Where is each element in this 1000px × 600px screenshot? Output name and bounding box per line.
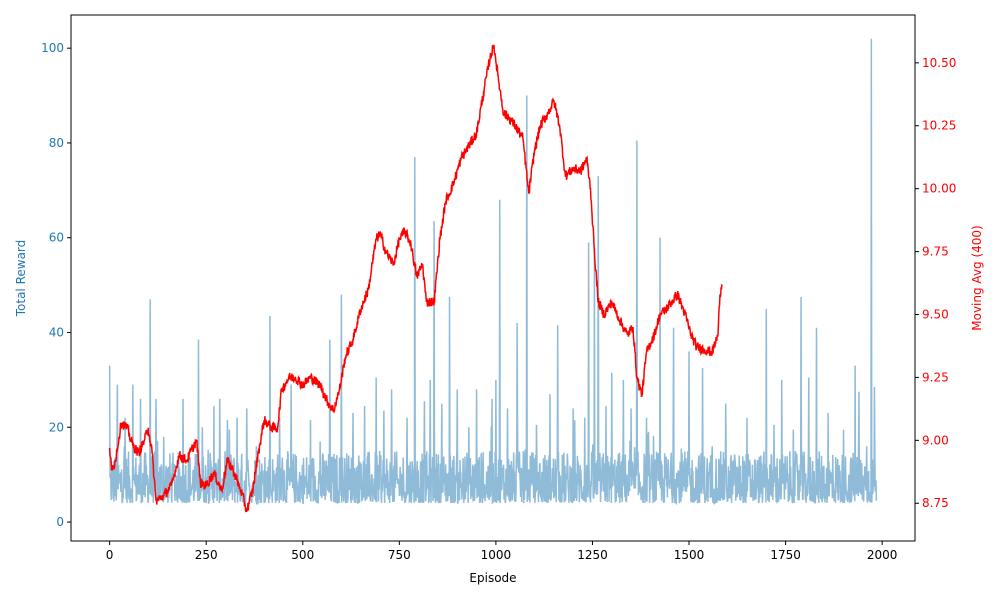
y-left-axis-ticks: 0 20 40 60 80 100 [41, 41, 71, 529]
x-tick-label: 1750 [770, 548, 801, 562]
y-left-tick-label: 80 [49, 136, 64, 150]
y-left-tick-label: 40 [49, 325, 64, 339]
x-tick-label: 0 [106, 548, 114, 562]
x-tick-label: 2000 [867, 548, 898, 562]
y-left-axis-title: Total Reward [14, 240, 28, 318]
x-axis-title: Episode [469, 571, 516, 585]
x-tick-label: 750 [388, 548, 411, 562]
y-right-axis-title: Moving Avg (400) [970, 225, 984, 330]
y-right-tick-label: 9.50 [922, 307, 949, 321]
y-right-tick-label: 10.25 [922, 119, 956, 133]
y-right-tick-label: 9.75 [922, 245, 949, 259]
x-tick-label: 500 [291, 548, 314, 562]
y-right-tick-label: 10.00 [922, 182, 956, 196]
total-reward-series-line [108, 38, 878, 506]
y-left-tick-label: 60 [49, 231, 64, 245]
moving-avg-series-line [108, 44, 723, 513]
plot-area [108, 38, 878, 513]
y-right-axis-ticks: 8.75 9.00 9.25 9.50 9.75 10.00 10.25 10.50 [915, 56, 956, 510]
y-left-tick-label: 100 [41, 41, 64, 55]
x-tick-label: 1250 [577, 548, 608, 562]
x-tick-label: 1000 [481, 548, 512, 562]
y-right-tick-label: 10.50 [922, 56, 956, 70]
x-tick-label: 250 [195, 548, 218, 562]
y-left-tick-label: 0 [56, 515, 64, 529]
x-tick-label: 1500 [674, 548, 705, 562]
x-axis-ticks: 0 250 500 750 1000 1250 1500 1750 2000 [106, 541, 898, 562]
plot-frame [70, 14, 916, 542]
y-left-tick-label: 20 [49, 420, 64, 434]
y-right-tick-label: 8.75 [922, 496, 949, 510]
y-right-tick-label: 9.00 [922, 433, 949, 447]
y-right-tick-label: 9.25 [922, 370, 949, 384]
